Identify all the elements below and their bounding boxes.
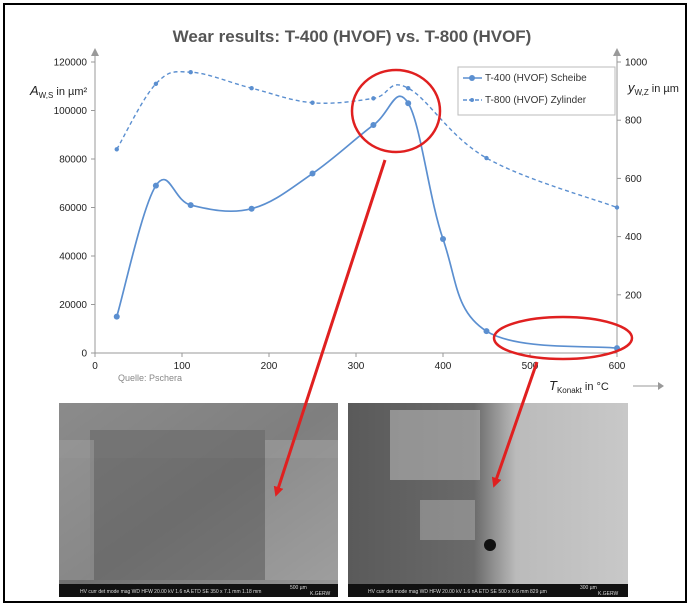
y-right-tick-label: 600 bbox=[625, 174, 642, 185]
y-axis-left-arrowhead bbox=[91, 48, 99, 56]
data-point-t400 bbox=[405, 100, 412, 107]
data-point-t800 bbox=[249, 85, 254, 91]
highlight-annotations bbox=[273, 68, 634, 497]
sem-image-left-scale: 500 µm bbox=[290, 585, 307, 591]
y-left-tick-label: 0 bbox=[81, 349, 87, 360]
series-line-t400 bbox=[115, 95, 618, 349]
y-right-tick-label: 1000 bbox=[625, 58, 648, 69]
sem-image-right-pore bbox=[484, 539, 496, 551]
y-axis-left-label: AW,S in µm² bbox=[29, 83, 88, 100]
x-tick-label: 300 bbox=[348, 361, 365, 372]
sem-image-left: HV curr det mode mag WD HFW 20.00 kV 1.6… bbox=[59, 403, 338, 597]
y-axis-right-label: yW,Z in µm bbox=[627, 80, 679, 97]
sem-image-left-footer: HV curr det mode mag WD HFW 20.00 kV 1.6… bbox=[80, 589, 261, 595]
sem-image-right-info-bar bbox=[348, 584, 628, 597]
data-point-t800 bbox=[371, 96, 376, 101]
data-point-t800 bbox=[114, 147, 119, 152]
y-right-tick-label: 400 bbox=[625, 232, 642, 243]
legend: T-400 (HVOF) Scheibe T-800 (HVOF) Zylind… bbox=[457, 66, 616, 116]
data-point-t400 bbox=[440, 236, 446, 243]
y-axis-right-arrowhead bbox=[613, 48, 621, 56]
sem-image-left-info-bar bbox=[59, 584, 338, 597]
data-point-t800 bbox=[188, 69, 193, 75]
sem-image-left-brand: K.GERW bbox=[310, 591, 330, 597]
highlight-arrow-left bbox=[273, 159, 387, 497]
highlight-arrow-right bbox=[491, 361, 539, 488]
highlight-circle-tail bbox=[492, 315, 634, 361]
x-tick-label: 500 bbox=[522, 361, 539, 372]
sem-image-right-debris-mid bbox=[420, 500, 475, 540]
y-left-tick-label: 20000 bbox=[59, 300, 87, 311]
y-left-tick-label: 80000 bbox=[59, 155, 87, 166]
y-left-tick-label: 40000 bbox=[59, 252, 87, 263]
series-layer bbox=[113, 69, 620, 352]
sem-image-left-right-debris bbox=[265, 440, 338, 580]
sem-image-left-wear-track bbox=[90, 430, 265, 580]
data-point-t800 bbox=[153, 81, 159, 87]
legend-marker-dashed bbox=[470, 98, 474, 102]
y-right-tick-label: 200 bbox=[625, 290, 642, 301]
sem-image-right-brand: K.GERW bbox=[598, 591, 618, 597]
legend-label-t800: T-800 (HVOF) Zylinder bbox=[485, 95, 587, 106]
x-tick-label: 0 bbox=[92, 361, 98, 372]
data-point-t400 bbox=[152, 182, 159, 189]
data-point-t800 bbox=[310, 100, 315, 105]
data-point-t400 bbox=[248, 205, 255, 212]
sem-image-right: HV curr det mode mag WD HFW 20.00 kV 1.6… bbox=[348, 403, 628, 597]
x-axis-label: TKonakt in °C bbox=[549, 378, 609, 395]
x-tick-label: 100 bbox=[174, 361, 191, 372]
x-tick-label: 400 bbox=[435, 361, 452, 372]
legend-marker-solid bbox=[469, 75, 475, 81]
x-tick-label: 200 bbox=[261, 361, 278, 372]
legend-box bbox=[457, 66, 616, 116]
highlight-circle-peak bbox=[350, 68, 442, 154]
data-point-t400 bbox=[187, 202, 194, 209]
chart-title: Wear results: T-400 (HVOF) vs. T-800 (HV… bbox=[173, 27, 532, 46]
y-left-tick-label: 100000 bbox=[54, 106, 88, 117]
legend-label-t400: T-400 (HVOF) Scheibe bbox=[485, 73, 587, 84]
y-left-tick-label: 120000 bbox=[54, 58, 88, 69]
sem-image-right-debris-top bbox=[390, 410, 480, 480]
sem-image-left-left-debris bbox=[59, 440, 94, 580]
source-note: Quelle: Pschera bbox=[118, 373, 182, 383]
chart-axes: 0 100 200 300 400 500 600 0 20000 40000 60000 80000… bbox=[54, 48, 648, 372]
sem-image-right-scale: 300 µm bbox=[580, 585, 597, 591]
x-tick-label: 600 bbox=[609, 361, 626, 372]
data-point-t800 bbox=[484, 155, 489, 161]
data-point-t400 bbox=[309, 170, 316, 177]
data-point-t800 bbox=[406, 85, 411, 91]
data-point-t800 bbox=[614, 205, 620, 210]
data-point-t400 bbox=[483, 328, 490, 335]
x-axis-label-arrowhead bbox=[658, 382, 664, 390]
y-right-tick-label: 800 bbox=[625, 116, 642, 127]
sem-image-right-footer: HV curr det mode mag WD HFW 20.00 kV 1.6… bbox=[368, 589, 547, 595]
data-point-t400 bbox=[113, 313, 120, 320]
data-point-t400 bbox=[370, 122, 377, 129]
y-left-tick-label: 60000 bbox=[59, 203, 87, 214]
